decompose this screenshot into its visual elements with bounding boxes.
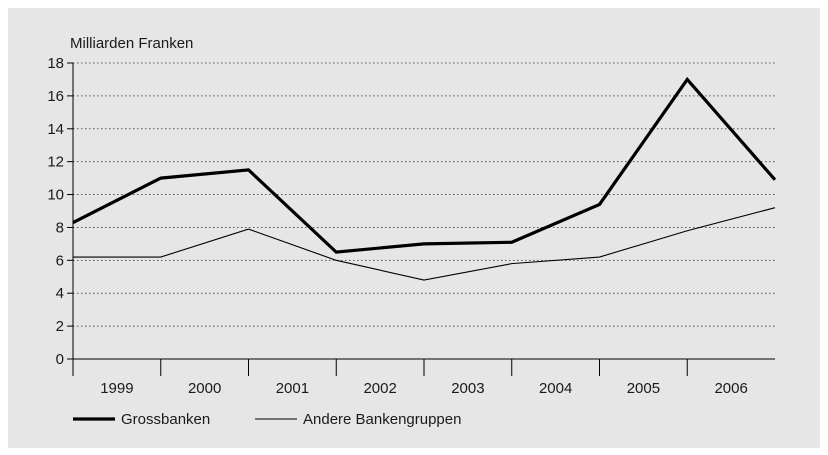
legend-label-1: Grossbanken — [121, 411, 210, 428]
x-tick-label: 2000 — [188, 380, 221, 397]
x-tick-label: 2001 — [276, 380, 309, 397]
y-tick-label: 16 — [47, 88, 64, 105]
x-tick-label: 2002 — [363, 380, 396, 397]
series-line-1 — [72, 76, 777, 254]
y-tick-label: 2 — [56, 318, 64, 335]
x-tick-label: 2005 — [627, 380, 660, 397]
y-tick-label: 8 — [56, 219, 64, 236]
y-tick-label: 4 — [56, 285, 64, 302]
series-line-2 — [73, 207, 776, 281]
x-tick-label: 2006 — [714, 380, 747, 397]
y-tick-label: 0 — [56, 351, 64, 368]
y-tick-label: 14 — [47, 121, 64, 138]
series-lines — [72, 76, 777, 281]
y-tick-label: 18 — [47, 55, 64, 72]
x-tick-label: 2003 — [451, 380, 484, 397]
y-tick-label: 12 — [47, 154, 64, 171]
x-tick-label: 1999 — [100, 380, 133, 397]
y-axis-label: Milliarden Franken — [70, 35, 193, 52]
x-axis: 1999 2000 2001 2002 2003 2004 2005 2006 — [73, 358, 775, 397]
y-ticks: 0 2 4 6 8 10 12 14 16 18 — [47, 55, 74, 376]
y-tick-label: 10 — [47, 187, 64, 204]
legend-label-2: Andere Bankengruppen — [303, 411, 461, 428]
x-tick-label: 2004 — [539, 380, 572, 397]
legend: Grossbanken Andere Bankengruppen — [73, 411, 461, 428]
grid-lines — [73, 62, 775, 327]
y-tick-label: 6 — [56, 252, 64, 269]
